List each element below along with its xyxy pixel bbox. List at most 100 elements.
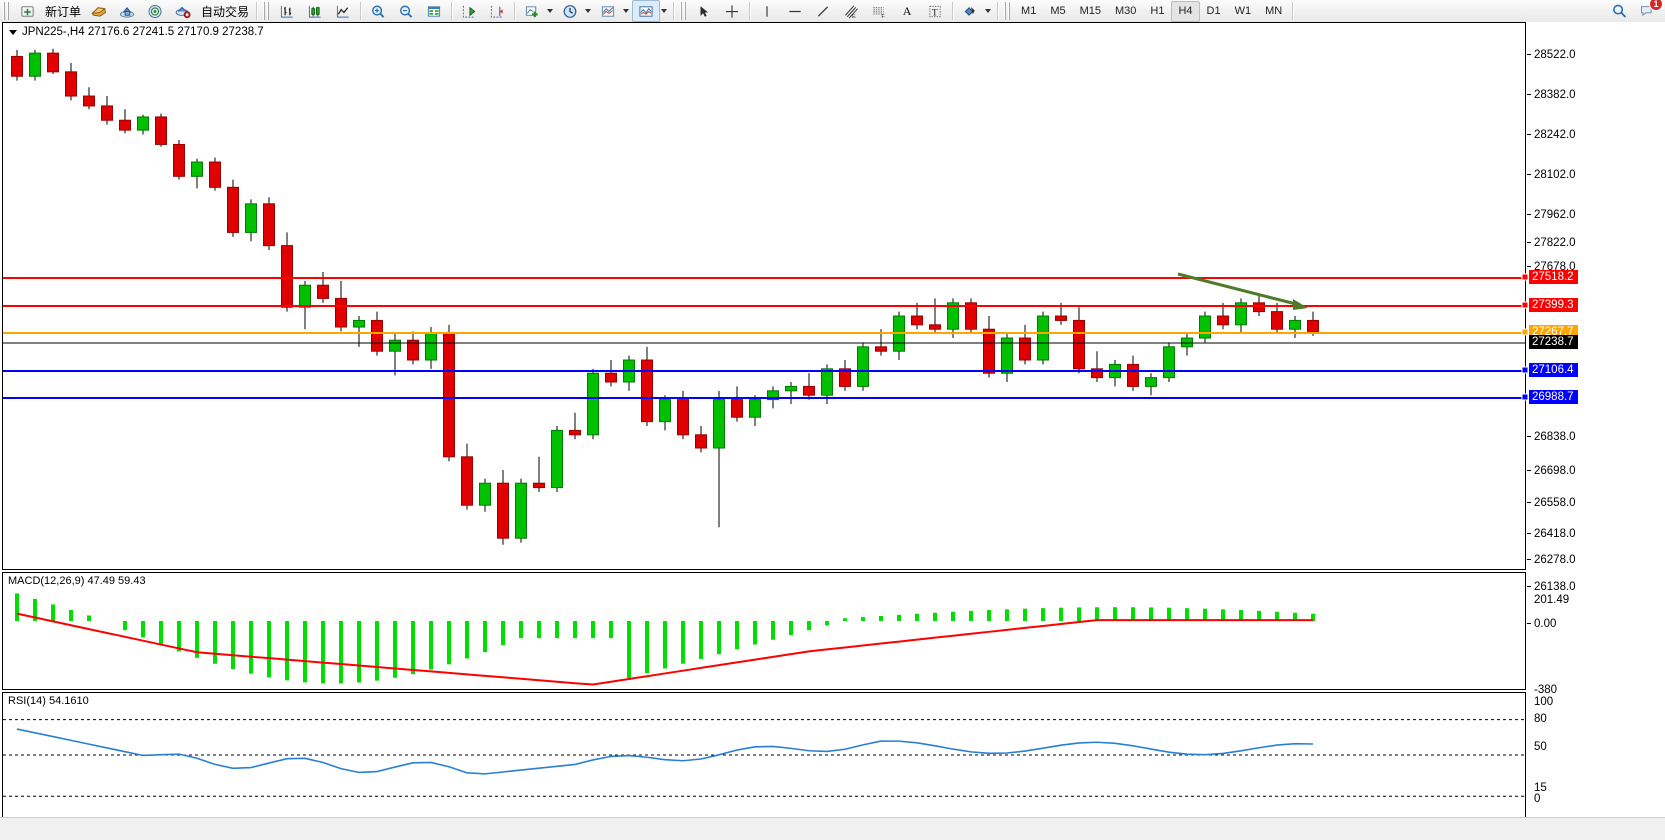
signals-button[interactable] <box>141 0 169 22</box>
price-tick: 26138.0 <box>1527 581 1576 593</box>
market-icon <box>175 6 191 18</box>
history-button[interactable] <box>85 0 113 22</box>
timeframe-m30[interactable]: M30 <box>1115 4 1137 17</box>
macd-pane[interactable]: MACD(12,26,9) 47.49 59.43 <box>2 572 1526 690</box>
toolbar-separator-5 <box>673 2 675 20</box>
price-level-label-support[interactable]: 27106.4 <box>1529 363 1578 377</box>
macd-scale-tick: 201.49 <box>1527 594 1569 606</box>
alerts-count-badge: 1 <box>1649 0 1663 11</box>
price-level-label-last-price[interactable]: 27238.7 <box>1529 335 1578 349</box>
new-order-button[interactable] <box>13 0 41 22</box>
add-indicator-chevron-down-icon[interactable] <box>547 9 554 13</box>
period-chevron-down-icon[interactable] <box>585 9 592 13</box>
timeframe-mn[interactable]: MN <box>1265 4 1283 17</box>
rsi-scale-tick: 15 <box>1527 782 1547 794</box>
text-label-button[interactable]: T <box>921 0 949 22</box>
price-tick: 26278.0 <box>1527 554 1576 566</box>
fibonacci-button[interactable]: F <box>865 0 893 22</box>
period-button[interactable] <box>556 0 584 22</box>
add-indicator-button[interactable] <box>518 0 546 22</box>
chart-template-button[interactable] <box>632 0 661 22</box>
zoom-out-button[interactable] <box>392 0 420 22</box>
timeframe-d1[interactable]: D1 <box>1206 4 1221 17</box>
price-level-label-support[interactable]: 26988.7 <box>1529 390 1578 404</box>
equidistant-channel-button[interactable]: E <box>837 0 865 22</box>
price-level-handle[interactable] <box>1521 393 1529 401</box>
zoom-out-icon <box>400 5 413 18</box>
trendline-icon <box>817 5 829 17</box>
text-button[interactable]: A <box>893 0 921 22</box>
price-pane[interactable]: JPN225-,H4 27176.6 27241.5 27170.9 27238… <box>2 22 1526 570</box>
toolbar-separator-7 <box>952 2 954 20</box>
main-toolbar[interactable]: 新订单 自动交易 <box>0 0 1665 23</box>
macd-plot <box>15 593 1315 686</box>
timeframe-grip[interactable] <box>1004 2 1012 20</box>
templates-chevron-down-icon[interactable] <box>623 9 630 13</box>
price-scale[interactable]: 28522.0 28382.0 28242.0 28102.0 27962.0 27822… <box>1521 22 1665 818</box>
add-indicator-icon <box>525 5 538 17</box>
chart-area[interactable]: JPN225-,H4 27176.6 27241.5 27170.9 27238… <box>0 22 1665 839</box>
macd-scale-tick: 0.00 <box>1527 618 1556 630</box>
history-icon <box>91 6 107 17</box>
timeframe-m1[interactable]: M1 <box>1021 4 1037 17</box>
chart-collapse-icon[interactable] <box>9 29 17 35</box>
toolbar-grip[interactable] <box>3 2 10 20</box>
shapes-button[interactable] <box>956 0 984 22</box>
alerts-button[interactable]: 1 <box>1633 0 1663 22</box>
timeframe-m15[interactable]: M15 <box>1079 4 1101 17</box>
zoom-in-button[interactable] <box>364 0 392 22</box>
text-label-icon: T <box>929 5 941 18</box>
line-chart-button[interactable] <box>329 0 357 22</box>
price-level-handle[interactable] <box>1521 328 1529 336</box>
chart-shift-button[interactable] <box>483 0 511 22</box>
bar-chart-button[interactable] <box>273 0 301 22</box>
cursor-button[interactable] <box>690 0 718 22</box>
price-tick: 26838.0 <box>1527 431 1576 443</box>
vertical-line-button[interactable] <box>753 0 781 22</box>
cursor-icon <box>700 5 709 17</box>
chart-template-chevron-down-icon[interactable] <box>661 9 668 13</box>
price-level-label-resistance[interactable]: 27399.3 <box>1529 298 1578 312</box>
new-order-label[interactable]: 新订单 <box>45 4 82 19</box>
toolbar-separator-8 <box>997 2 999 20</box>
price-tick: 27962.0 <box>1527 209 1576 221</box>
search-button[interactable] <box>1605 0 1633 22</box>
price-tick: 26558.0 <box>1527 497 1576 509</box>
svg-text:E: E <box>852 14 856 19</box>
timeframe-m5[interactable]: M5 <box>1050 4 1066 17</box>
macd-label: MACD(12,26,9) 47.49 59.43 <box>8 575 146 587</box>
price-level-handle[interactable] <box>1521 273 1529 281</box>
templates-button[interactable] <box>594 0 622 22</box>
timeframe-h1[interactable]: H1 <box>1150 4 1165 17</box>
auto-scroll-button[interactable] <box>455 0 483 22</box>
horizontal-line-button[interactable] <box>781 0 809 22</box>
down-trend-arrow[interactable] <box>1177 272 1308 310</box>
timeframe-h4[interactable]: H4 <box>1171 0 1200 22</box>
text-icon: A <box>902 3 912 18</box>
rsi-plot <box>3 719 1525 797</box>
fibonacci-icon: F <box>872 6 885 19</box>
market-button[interactable] <box>169 0 197 22</box>
data-window-button[interactable] <box>113 0 141 22</box>
status-bar <box>0 817 1665 840</box>
trendline-button[interactable] <box>809 0 837 22</box>
rsi-pane[interactable]: RSI(14) 54.1610 <box>2 692 1526 818</box>
candlestick-chart-button[interactable] <box>301 0 329 22</box>
chart-shift-icon <box>490 5 503 18</box>
timeframe-group[interactable]: M1 M5 M15 M30 H1 H4 D1 W1 MN <box>1014 0 1289 22</box>
toolbar-separator-2 <box>360 2 362 20</box>
chart-tools-grip[interactable] <box>263 2 271 20</box>
auto-trading-label[interactable]: 自动交易 <box>201 4 250 19</box>
shapes-icon <box>964 6 975 16</box>
draw-tools-grip[interactable] <box>680 2 688 20</box>
price-level-handle[interactable] <box>1521 366 1529 374</box>
toolbar-separator <box>256 2 258 20</box>
crosshair-button[interactable] <box>718 0 746 22</box>
timeframe-w1[interactable]: W1 <box>1234 4 1252 17</box>
data-window-grid-button[interactable] <box>420 0 448 22</box>
shapes-chevron-down-icon[interactable] <box>985 9 992 13</box>
price-level-label-resistance[interactable]: 27518.2 <box>1529 270 1578 284</box>
price-level-handle[interactable] <box>1521 301 1529 309</box>
price-tick: 28242.0 <box>1527 129 1576 141</box>
toolbar-separator-6 <box>749 2 751 20</box>
